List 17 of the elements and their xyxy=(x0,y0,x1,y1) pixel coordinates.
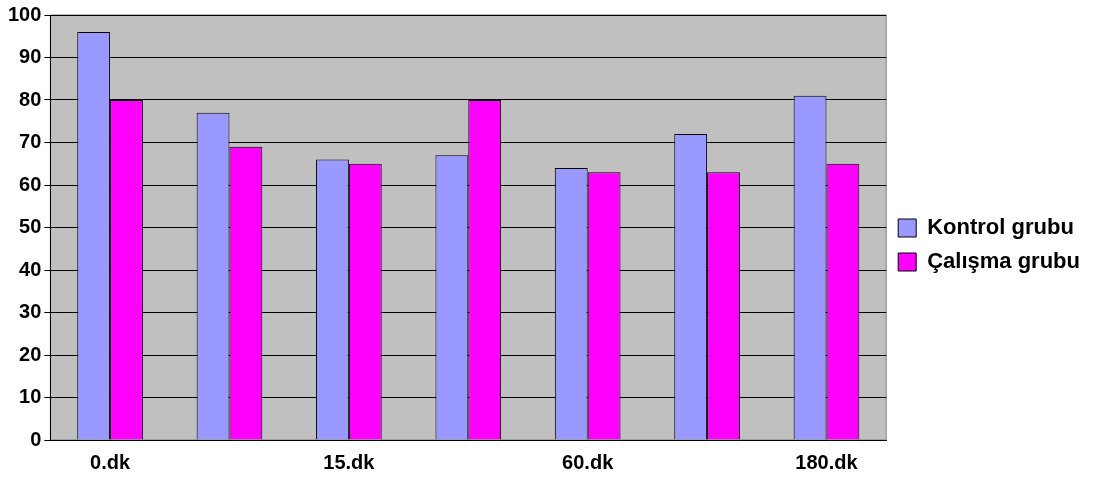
y-tick-label: 40 xyxy=(19,257,42,280)
y-tick-label: 80 xyxy=(19,87,42,110)
x-tick-label: 60.dk xyxy=(562,450,615,473)
y-tick-label: 70 xyxy=(19,130,42,153)
y-tick-label: 10 xyxy=(19,385,42,408)
x-tick-label: 180.dk xyxy=(795,450,859,473)
legend-label: Çalışma grubu xyxy=(927,248,1080,274)
y-tick-label: 100 xyxy=(7,2,42,25)
y-tick-label: 30 xyxy=(19,300,42,323)
y-tick-label: 20 xyxy=(19,342,42,365)
x-tick-label: 15.dk xyxy=(323,450,376,473)
x-tick-label: 0.dk xyxy=(90,450,131,473)
y-tick-label: 90 xyxy=(19,45,42,68)
y-tick-label: 50 xyxy=(19,215,42,238)
y-tick-label: 0 xyxy=(30,427,42,450)
y-tick-label: 60 xyxy=(19,172,42,195)
legend-label: Kontrol grubu xyxy=(927,214,1074,240)
